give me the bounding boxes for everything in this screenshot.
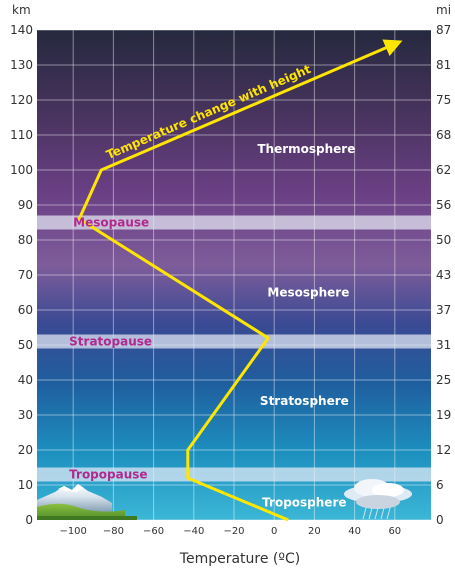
right-axis-tick-label: 81 — [436, 58, 451, 72]
boundary-label: Mesopause — [73, 216, 149, 230]
x-axis-tick-label: −40 — [183, 526, 204, 537]
right-axis-tick-label: 56 — [436, 198, 451, 212]
left-axis-tick-label: 120 — [10, 93, 33, 107]
layer-labels: Troposphere Stratosphere Mesosphere Thermos… — [257, 142, 355, 510]
boundary-label: Tropopause — [69, 468, 147, 482]
left-axis-tick-label: 50 — [18, 338, 33, 352]
right-axis-tick-label: 62 — [436, 163, 451, 177]
boundary-band — [37, 215, 431, 230]
x-axis-tick-label: −20 — [223, 526, 244, 537]
boundary-label: Stratopause — [69, 335, 152, 349]
right-axis-tick-label: 43 — [436, 268, 451, 282]
right-axis-tick-label: 19 — [436, 408, 451, 422]
grid-lines — [37, 29, 431, 521]
boundary-labels: Tropopause Stratopause Mesopause — [69, 216, 152, 482]
right-axis-tick-label: 25 — [436, 373, 451, 387]
left-axis-tick-label: 140 — [10, 23, 33, 37]
left-axis-unit: km — [12, 3, 31, 17]
layer-label: Stratosphere — [260, 394, 349, 408]
x-axis-tick-label: −60 — [143, 526, 164, 537]
x-axis-tick-label: −80 — [103, 526, 124, 537]
left-axis-tick-label: 110 — [10, 128, 33, 142]
x-axis-tick-label: 20 — [308, 526, 321, 537]
right-axis-tick-label: 0 — [436, 513, 444, 527]
left-axis-tick-label: 40 — [18, 373, 33, 387]
right-axis-tick-label: 6 — [436, 478, 444, 492]
x-axis-tick-label: −100 — [59, 526, 86, 537]
right-axis-tick-label: 31 — [436, 338, 451, 352]
left-axis-tick-label: 10 — [18, 478, 33, 492]
x-axis-tick-label: 0 — [271, 526, 277, 537]
left-axis-tick-label: 100 — [10, 163, 33, 177]
left-axis-tick-label: 60 — [18, 303, 33, 317]
right-axis-tick-label: 50 — [436, 233, 451, 247]
right-axis-unit: mi — [436, 3, 451, 17]
mountain-scenery — [37, 484, 137, 520]
layer-label: Thermosphere — [257, 142, 355, 156]
left-axis-tick-label: 130 — [10, 58, 33, 72]
left-axis-tick-label: 30 — [18, 408, 33, 422]
boundary-band — [37, 334, 431, 349]
boundary-band — [37, 467, 431, 482]
right-axis-tick-label: 12 — [436, 443, 451, 457]
boundary-bands — [37, 215, 431, 482]
x-axis-tick-label: 40 — [348, 526, 361, 537]
left-axis-tick-labels: 0 10 20 30 40 50 60 70 80 90 100 110 120 130 140 — [10, 23, 33, 527]
storm-cloud — [344, 479, 412, 520]
right-axis-tick-label: 68 — [436, 128, 451, 142]
left-axis-tick-label: 70 — [18, 268, 33, 282]
x-axis-tick-label: 60 — [388, 526, 401, 537]
right-axis-tick-label: 37 — [436, 303, 451, 317]
right-axis-tick-label: 87 — [436, 23, 451, 37]
left-axis-tick-label: 80 — [18, 233, 33, 247]
left-axis-tick-label: 20 — [18, 443, 33, 457]
x-axis-title: Temperature (ºC) — [179, 551, 300, 567]
right-axis-tick-labels: 0 6 12 19 25 31 37 43 50 56 62 68 75 81 87 — [436, 23, 451, 527]
layer-label: Troposphere — [262, 496, 346, 510]
left-axis-tick-label: 0 — [25, 513, 33, 527]
layer-label: Mesosphere — [267, 286, 349, 300]
temperature-curve — [77, 39, 403, 522]
right-axis-tick-label: 75 — [436, 93, 451, 107]
left-axis-tick-label: 90 — [18, 198, 33, 212]
x-axis-tick-labels: −100 −80 −60 −40 −20 0 20 40 60 — [59, 526, 401, 537]
